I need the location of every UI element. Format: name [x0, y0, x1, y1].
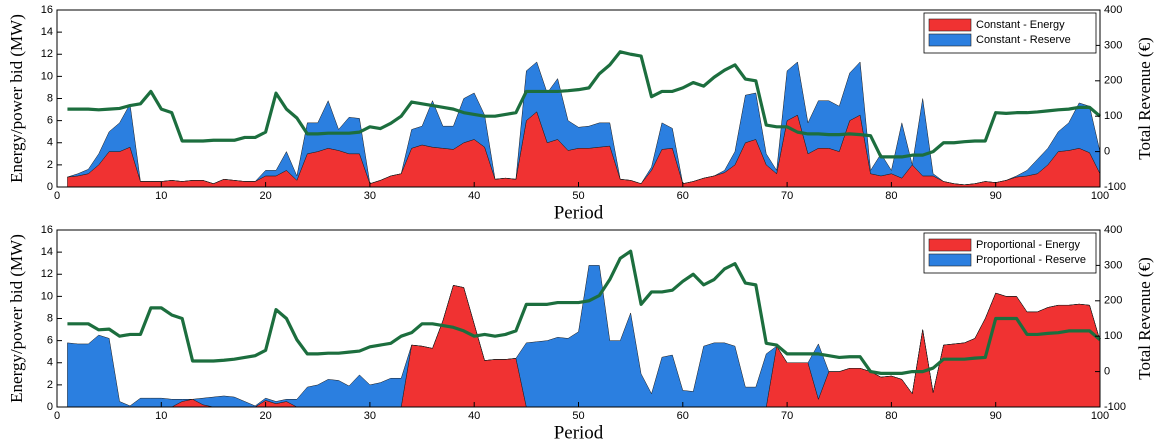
- x-tick-label: 10: [155, 190, 167, 202]
- x-tick-label: 100: [1091, 410, 1109, 422]
- x-axis-label: Period: [554, 202, 604, 223]
- y-tick-label: 16: [41, 224, 53, 236]
- x-tick-label: 10: [155, 410, 167, 422]
- x-axis-label: Period: [554, 422, 604, 443]
- y2-tick-label: 100: [1104, 330, 1122, 342]
- y-tick-label: 12: [41, 48, 53, 60]
- y2-tick-label: 100: [1104, 110, 1122, 122]
- y-axis-label: Energy/power bid (MW): [7, 234, 26, 403]
- y-tick-label: 10: [41, 290, 53, 302]
- area: [67, 265, 1101, 408]
- line: [67, 50, 1102, 159]
- y-tick-label: 6: [47, 335, 53, 347]
- legend-label: Constant - Energy: [976, 19, 1065, 31]
- y-tick-label: 12: [41, 268, 53, 280]
- x-tick-label: 0: [54, 190, 60, 202]
- legend-swatch: [928, 33, 972, 47]
- legend-label: Proportional - Reserve: [976, 254, 1086, 266]
- x-tick-label: 70: [781, 410, 793, 422]
- y2-tick-label: 300: [1104, 259, 1122, 271]
- legend-label: Constant - Reserve: [976, 34, 1071, 46]
- y2-tick-label: 300: [1104, 39, 1122, 51]
- y2-tick-label: 0: [1104, 146, 1110, 158]
- y2-axis-label: Total Revenue (€): [1135, 37, 1154, 160]
- y2-axis-label: Total Revenue (€): [1135, 257, 1154, 380]
- y-tick-label: 0: [47, 401, 53, 413]
- y2-tick-label: 400: [1104, 224, 1122, 236]
- y-tick-label: 2: [47, 379, 53, 391]
- y-tick-label: 2: [47, 159, 53, 171]
- x-tick-label: 100: [1091, 190, 1109, 202]
- y-tick-label: 10: [41, 70, 53, 82]
- y2-tick-label: 200: [1104, 75, 1122, 87]
- y2-tick-label: 0: [1104, 366, 1110, 378]
- legend-swatch: [928, 238, 972, 252]
- x-tick-label: 30: [364, 410, 376, 422]
- x-tick-label: 0: [54, 410, 60, 422]
- x-tick-label: 60: [677, 190, 689, 202]
- y-tick-label: 4: [47, 357, 53, 369]
- x-tick-label: 30: [364, 190, 376, 202]
- y-tick-label: 8: [47, 312, 53, 324]
- x-tick-label: 40: [468, 190, 480, 202]
- x-tick-label: 20: [259, 410, 271, 422]
- y-tick-label: 14: [41, 246, 53, 258]
- x-tick-label: 80: [885, 410, 897, 422]
- x-tick-label: 50: [572, 190, 584, 202]
- y-tick-label: 4: [47, 137, 53, 149]
- y-tick-label: 6: [47, 115, 53, 127]
- x-tick-label: 90: [990, 410, 1002, 422]
- line: [67, 249, 1102, 375]
- y-tick-label: 14: [41, 26, 53, 38]
- x-tick-label: 70: [781, 190, 793, 202]
- x-tick-label: 20: [259, 190, 271, 202]
- y-tick-label: 16: [41, 4, 53, 16]
- x-tick-label: 80: [885, 190, 897, 202]
- x-tick-label: 50: [572, 410, 584, 422]
- legend-swatch: [928, 18, 972, 32]
- x-tick-label: 60: [677, 410, 689, 422]
- y2-tick-label: 200: [1104, 295, 1122, 307]
- y-tick-label: 8: [47, 92, 53, 104]
- legend-swatch: [928, 253, 972, 267]
- y-axis-label: Energy/power bid (MW): [7, 14, 26, 183]
- x-tick-label: 90: [990, 190, 1002, 202]
- y2-tick-label: -100: [1104, 401, 1126, 413]
- x-tick-label: 40: [468, 410, 480, 422]
- y-tick-label: 0: [47, 181, 53, 193]
- legend-label: Proportional - Energy: [976, 239, 1080, 251]
- y2-tick-label: -100: [1104, 181, 1126, 193]
- y2-tick-label: 400: [1104, 4, 1122, 16]
